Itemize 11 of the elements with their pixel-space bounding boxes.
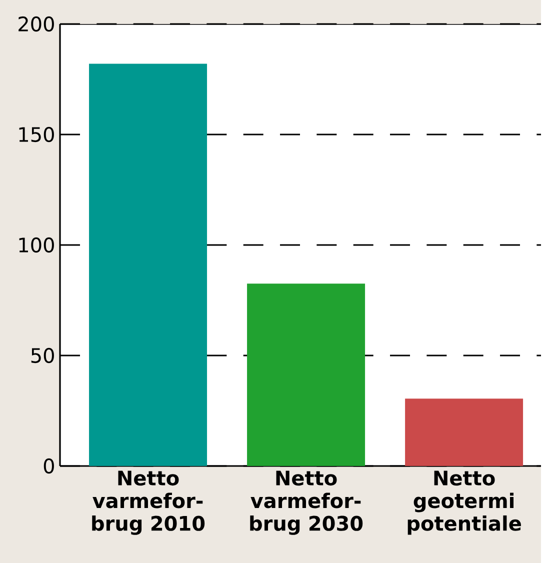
- y-tick-label: 100: [19, 237, 54, 253]
- y-tick-label: 0: [44, 458, 54, 474]
- x-tick-label: Netto varmefor-brug 2010: [92, 470, 205, 535]
- y-tick-label: 200: [18, 16, 54, 32]
- x-tick-label: Netto varmefor-brug 2030: [250, 470, 363, 535]
- bar: [89, 64, 208, 466]
- bar: [247, 284, 366, 466]
- bar: [405, 398, 524, 466]
- y-tick-label: 50: [31, 348, 54, 364]
- x-tick-label: Netto geotermi potentiale: [408, 470, 522, 535]
- y-tick-label: 150: [19, 126, 54, 142]
